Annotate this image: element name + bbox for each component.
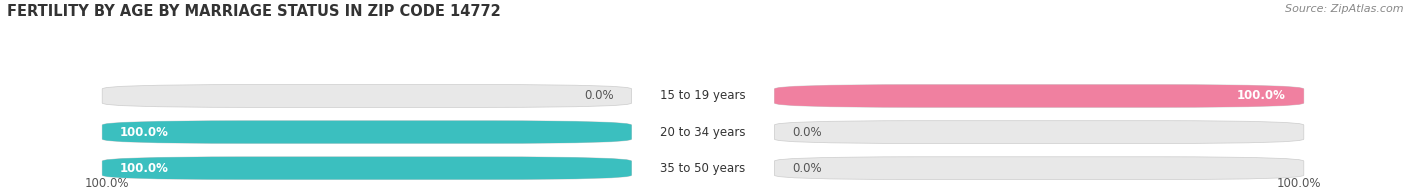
FancyBboxPatch shape — [103, 157, 631, 180]
Text: 0.0%: 0.0% — [583, 90, 614, 103]
Text: 35 to 50 years: 35 to 50 years — [661, 162, 745, 175]
Text: 20 to 34 years: 20 to 34 years — [661, 126, 745, 139]
FancyBboxPatch shape — [103, 157, 631, 180]
Text: 0.0%: 0.0% — [792, 162, 823, 175]
FancyBboxPatch shape — [103, 121, 631, 143]
Text: 100.0%: 100.0% — [120, 162, 169, 175]
Text: Source: ZipAtlas.com: Source: ZipAtlas.com — [1285, 4, 1403, 14]
FancyBboxPatch shape — [103, 121, 631, 143]
FancyBboxPatch shape — [775, 85, 1303, 107]
Text: FERTILITY BY AGE BY MARRIAGE STATUS IN ZIP CODE 14772: FERTILITY BY AGE BY MARRIAGE STATUS IN Z… — [7, 4, 501, 19]
Text: 15 to 19 years: 15 to 19 years — [661, 90, 745, 103]
Text: 100.0%: 100.0% — [1277, 177, 1322, 190]
FancyBboxPatch shape — [775, 85, 1303, 107]
FancyBboxPatch shape — [775, 157, 1303, 180]
Text: 100.0%: 100.0% — [84, 177, 129, 190]
Text: 0.0%: 0.0% — [792, 126, 823, 139]
Text: 100.0%: 100.0% — [1237, 90, 1286, 103]
FancyBboxPatch shape — [103, 85, 631, 107]
Text: 100.0%: 100.0% — [120, 126, 169, 139]
FancyBboxPatch shape — [775, 121, 1303, 143]
